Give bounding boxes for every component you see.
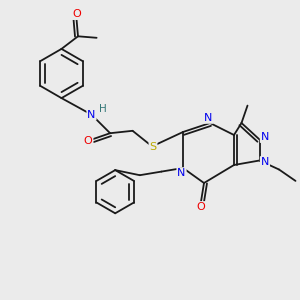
Text: N: N [261,157,269,167]
Text: O: O [196,202,206,212]
Text: N: N [177,168,186,178]
Text: N: N [87,110,96,120]
Text: O: O [84,136,93,146]
Text: H: H [99,104,107,114]
Text: N: N [261,132,269,142]
Text: O: O [72,9,81,19]
Text: N: N [204,113,213,123]
Text: S: S [149,142,157,152]
